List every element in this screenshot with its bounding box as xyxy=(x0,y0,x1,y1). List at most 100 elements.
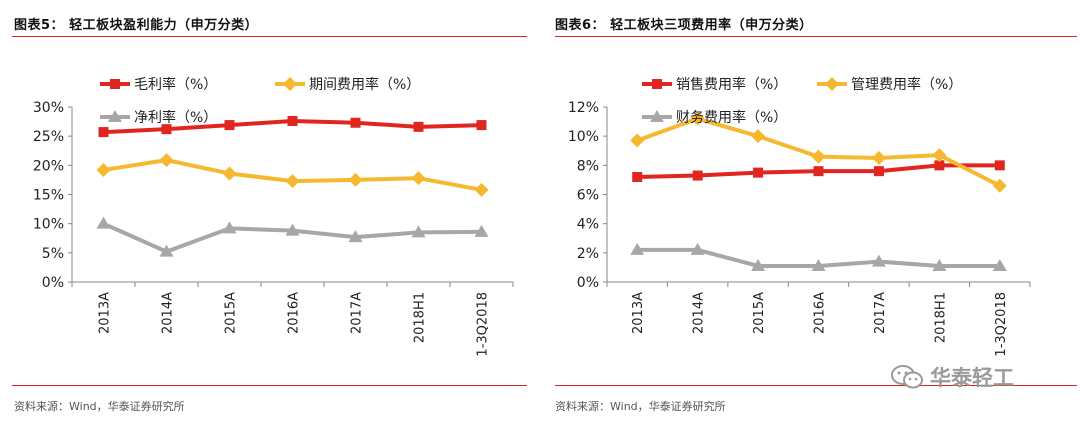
line-chart-expense-ratios: 0% 2% 4% 6% 8% 10% 12% 2013A 2014A 2015A 2016A 2017… xyxy=(568,76,1031,357)
source-rule xyxy=(12,385,527,386)
legend-label: 销售费用率（%） xyxy=(676,76,787,93)
legend-swatch-marker xyxy=(110,79,120,89)
series-0 xyxy=(98,116,487,138)
data-point xyxy=(222,221,237,234)
line-chart-profitability: 0% 5% 10% 15% 20% 25% 30% 2013A 2014A 2015A 2016A 2… xyxy=(33,76,514,357)
data-point xyxy=(751,129,766,144)
data-point xyxy=(287,116,298,126)
x-tick-label: 2018H1 xyxy=(933,292,948,343)
series-1 xyxy=(96,153,489,197)
series-1 xyxy=(630,111,1007,193)
title-rule xyxy=(12,36,527,37)
legend-entry: 管理费用率（%） xyxy=(817,76,962,93)
data-point xyxy=(224,120,235,131)
data-point xyxy=(161,124,172,135)
x-tick-label: 2013A xyxy=(631,292,646,334)
y-tick-label: 10% xyxy=(568,129,599,145)
data-point xyxy=(871,254,886,267)
data-point xyxy=(348,230,363,243)
x-tick-label: 2014A xyxy=(161,292,176,334)
figure-title: 图表5： 轻工板块盈利能力（申万分类） xyxy=(14,18,259,33)
data-point xyxy=(811,149,826,164)
y-tick-label: 8% xyxy=(577,158,599,174)
data-point xyxy=(934,160,945,171)
data-point xyxy=(222,166,237,181)
data-point xyxy=(350,117,361,128)
data-point xyxy=(811,258,826,271)
data-point xyxy=(159,244,174,257)
x-tick-label: 2015A xyxy=(752,292,767,334)
data-point xyxy=(476,120,487,131)
y-tick-label: 2% xyxy=(577,246,599,262)
data-point xyxy=(348,172,363,187)
y-tick-label: 5% xyxy=(42,246,64,262)
legend-label: 期间费用率（%） xyxy=(309,76,420,93)
x-tick-label: 2014A xyxy=(692,292,707,334)
x-tick-label: 2017A xyxy=(350,292,365,334)
data-point xyxy=(413,121,424,132)
watermark-text: 华泰轻工 xyxy=(930,366,1014,390)
legend-entry: 期间费用率（%） xyxy=(275,76,420,93)
wechat-icon xyxy=(890,364,924,390)
y-tick-label: 20% xyxy=(33,158,64,174)
data-point xyxy=(992,258,1007,271)
data-point xyxy=(753,167,764,178)
data-point xyxy=(96,216,111,229)
x-tick-label: 2016A xyxy=(287,292,302,334)
data-point xyxy=(690,242,705,255)
figure-title: 图表6： 轻工板块三项费用率（申万分类） xyxy=(555,18,813,33)
y-tick-label: 0% xyxy=(42,275,64,291)
data-point xyxy=(411,225,426,238)
data-point xyxy=(813,166,824,177)
data-point xyxy=(630,242,645,255)
data-point xyxy=(411,171,426,186)
data-point xyxy=(751,258,766,271)
x-tick-label: 2018H1 xyxy=(413,292,428,343)
data-point xyxy=(285,174,300,189)
legend-entry: 净利率（%） xyxy=(100,109,217,126)
y-tick-label: 12% xyxy=(568,100,599,116)
data-point xyxy=(994,160,1005,171)
data-point xyxy=(285,223,300,236)
legend-entry: 销售费用率（%） xyxy=(642,76,787,93)
data-point xyxy=(98,127,109,138)
y-tick-label: 4% xyxy=(577,217,599,233)
data-point xyxy=(871,151,886,166)
data-point xyxy=(632,172,643,182)
data-point xyxy=(159,153,174,168)
data-point xyxy=(690,111,705,126)
legend-swatch-marker xyxy=(650,110,664,122)
data-point xyxy=(474,182,489,197)
y-tick-label: 30% xyxy=(33,100,64,116)
series-0 xyxy=(632,160,1005,182)
series-2 xyxy=(96,216,489,257)
data-point xyxy=(992,178,1007,193)
y-tick-label: 6% xyxy=(577,188,599,204)
legend-entry: 财务费用率（%） xyxy=(642,109,787,126)
data-point xyxy=(873,166,884,177)
chart-panel-expense-ratios: 图表6： 轻工板块三项费用率（申万分类） 0% 2% 4% 6% 8% 10% 12% 201… xyxy=(555,0,1080,423)
watermark: 华泰轻工 xyxy=(890,362,1014,392)
data-point xyxy=(630,133,645,148)
legend-label: 净利率（%） xyxy=(134,109,217,126)
title-rule xyxy=(555,36,1077,37)
data-point xyxy=(96,163,111,177)
data-point xyxy=(474,224,489,237)
source-note: 资料来源：Wind，华泰证券研究所 xyxy=(555,400,726,413)
source-note: 资料来源：Wind，华泰证券研究所 xyxy=(14,400,185,413)
x-tick-label: 2016A xyxy=(813,292,828,334)
legend-swatch-marker xyxy=(283,77,297,91)
data-point xyxy=(932,148,947,163)
y-tick-label: 0% xyxy=(577,275,599,291)
x-tick-label: 1-3Q2018 xyxy=(476,292,491,357)
legend-swatch-marker xyxy=(825,77,839,91)
legend-swatch-marker xyxy=(108,110,122,122)
data-point xyxy=(692,170,703,181)
y-tick-label: 25% xyxy=(33,129,64,145)
x-tick-label: 1-3Q2018 xyxy=(994,292,1009,357)
legend-label: 毛利率（%） xyxy=(134,76,217,93)
y-tick-label: 15% xyxy=(33,188,64,204)
chart-panel-profitability: 图表5： 轻工板块盈利能力（申万分类） 0% 5% 10% 15% 20% 25% 30% 2… xyxy=(12,18,527,413)
y-tick-label: 10% xyxy=(33,217,64,233)
x-tick-label: 2017A xyxy=(873,292,888,334)
